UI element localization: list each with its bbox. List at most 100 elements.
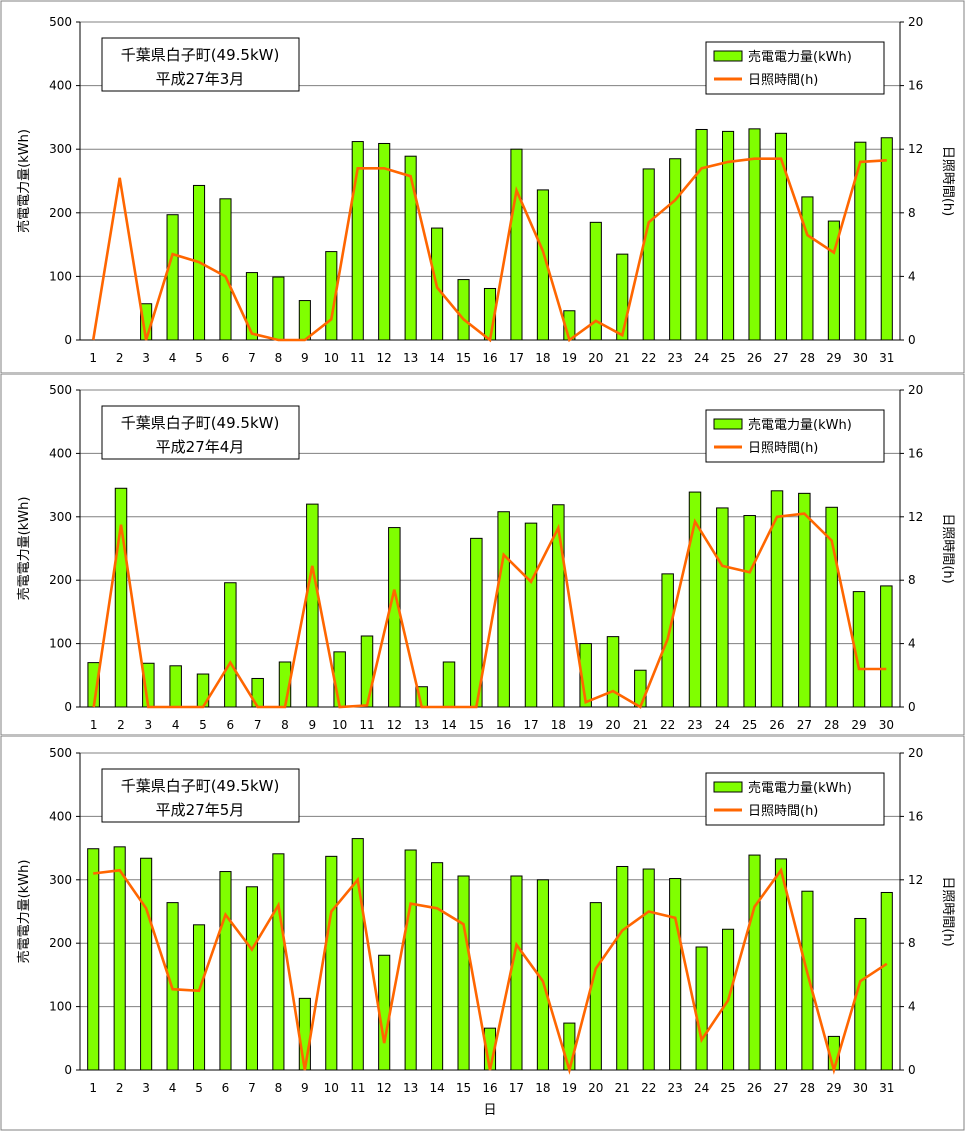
legend-bar-swatch [713,781,743,793]
x-tick-label: 10 [324,1081,339,1095]
bar [801,890,814,1071]
x-tick-label: 13 [403,1081,418,1095]
bar [431,862,444,1071]
x-tick-label: 27 [773,1081,788,1095]
y2-axis-title: 日照時間(h) [940,513,955,583]
y-tick-label: 400 [49,79,72,93]
x-tick-label: 1 [89,351,97,365]
x-tick-label: 26 [769,718,784,732]
bar [404,849,417,1071]
y2-tick-label: 0 [908,333,916,347]
bar [825,506,838,708]
x-tick-label: 3 [145,718,153,732]
y2-tick-label: 4 [908,1000,916,1014]
bar [695,946,708,1071]
x-tick-label: 7 [248,351,256,365]
x-tick-label: 28 [800,351,815,365]
bar [87,848,100,1071]
bar [113,846,126,1071]
x-tick-label: 3 [142,1081,150,1095]
y-tick-label: 300 [49,873,72,887]
x-tick-label: 15 [469,718,484,732]
x-tick-label: 5 [195,351,203,365]
bar [510,875,523,1071]
title-box [101,768,300,823]
y-axis-title: 売電電力量(kWh) [16,497,32,601]
chart-subtitle: 平成27年4月 [156,438,245,456]
bar [442,661,456,708]
x-tick-label: 25 [720,1081,735,1095]
bar [497,511,510,708]
y2-tick-label: 16 [908,79,923,93]
x-tick-label: 6 [222,1081,230,1095]
x-tick-label: 5 [199,718,207,732]
bar [510,148,523,341]
chart-title: 千葉県白子町(49.5kW) [121,414,280,432]
bar [616,253,629,341]
x-tick-label: 8 [275,1081,283,1095]
bar [722,130,735,341]
bar [169,665,182,708]
x-tick-label: 16 [482,1081,497,1095]
x-tick-label: 11 [350,1081,365,1095]
y-tick-label: 500 [49,383,72,397]
chart-subtitle: 平成27年5月 [156,801,245,819]
x-tick-label: 24 [715,718,730,732]
x-tick-label: 31 [879,351,894,365]
x-tick-label: 25 [742,718,757,732]
x-tick-label: 29 [851,718,866,732]
x-tick-label: 17 [509,351,524,365]
y2-tick-label: 12 [908,510,923,524]
y-tick-label: 100 [49,637,72,651]
bar [245,886,258,1071]
x-tick-label: 14 [429,351,444,365]
x-tick-label: 29 [826,1081,841,1095]
x-tick-label: 4 [169,1081,177,1095]
x-tick-label: 22 [641,351,656,365]
bar [325,855,338,1071]
x-tick-label: 3 [142,351,150,365]
legend-bar-swatch [713,50,743,62]
sunshine-line [93,867,888,1075]
bar [801,196,814,341]
legend-bar-swatch [713,418,743,430]
y-tick-label: 0 [64,1063,72,1077]
bar [298,997,311,1071]
x-tick-label: 23 [668,1081,683,1095]
bar [404,155,417,341]
bar [854,917,867,1071]
chart-title: 千葉県白子町(49.5kW) [121,777,280,795]
bar [457,875,470,1071]
bar [351,838,364,1071]
bar [245,272,258,341]
title-box [101,37,300,92]
x-tick-label: 21 [633,718,648,732]
chart-title: 千葉県白子町(49.5kW) [121,46,280,64]
bar [774,858,788,1071]
bar [579,643,592,708]
y-tick-label: 300 [49,142,72,156]
x-tick-label: 18 [551,718,566,732]
y-tick-label: 100 [49,269,72,283]
x-tick-label: 22 [660,718,675,732]
bar [536,189,549,341]
chart-subtitle: 平成27年3月 [156,70,245,88]
bar [360,635,374,708]
y-tick-label: 200 [49,936,72,950]
y-tick-label: 500 [49,15,72,29]
y2-tick-label: 20 [908,746,923,760]
bar [852,591,866,708]
x-tick-label: 1 [89,1081,97,1095]
x-tick-label: 9 [301,1081,309,1095]
x-tick-label: 12 [377,1081,392,1095]
y2-tick-label: 4 [908,637,916,651]
x-tick-label: 15 [456,1081,471,1095]
bar [616,865,629,1071]
x-tick-label: 19 [578,718,593,732]
y-axis-title: 売電電力量(kWh) [16,129,32,233]
x-tick-label: 20 [588,1081,603,1095]
x-tick-label: 6 [227,718,235,732]
bar [457,279,470,341]
